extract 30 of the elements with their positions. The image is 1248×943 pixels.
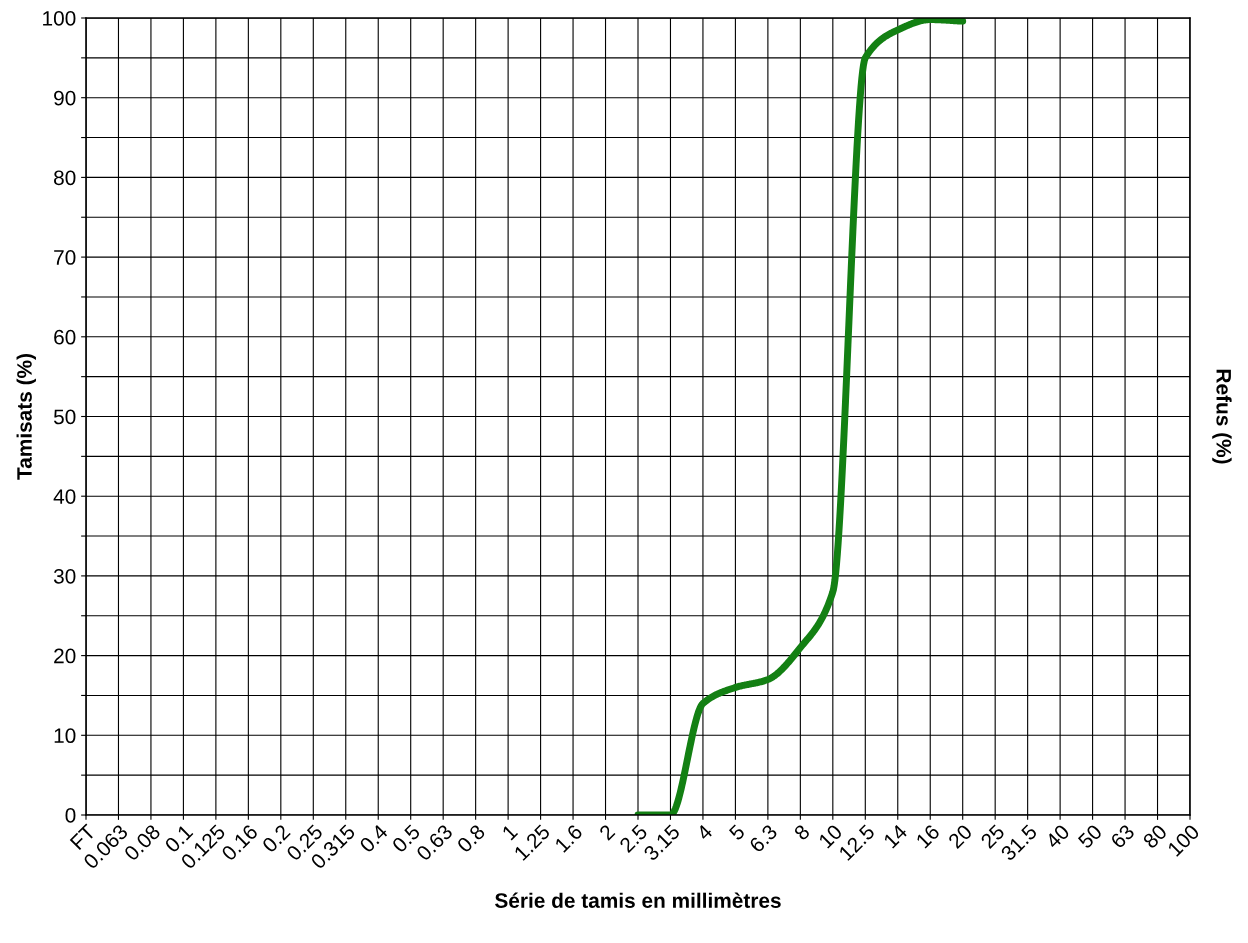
y-tick-label: 50 <box>53 409 76 425</box>
x-tick-label: 16 <box>915 823 941 849</box>
y-tick-label: 30 <box>53 568 76 584</box>
x-tick-label: 6.3 <box>748 823 779 854</box>
x-axis-title: Série de tamis en millimètres <box>495 892 781 908</box>
x-tick-label: 2 <box>598 823 616 841</box>
x-tick-label: 8 <box>793 823 811 842</box>
y-tick-label: 90 <box>54 90 76 106</box>
y-axis-title: Tamisats (%) <box>16 354 36 480</box>
x-tick-label: 40 <box>1044 823 1071 850</box>
x-tick-label: 1.6 <box>554 823 584 853</box>
x-tick-label: 4 <box>695 823 714 842</box>
y-tick-label: 40 <box>53 489 76 504</box>
x-tick-label: 0.8 <box>456 823 486 854</box>
y-tick-label: 60 <box>54 329 76 345</box>
y-tick-label: 70 <box>54 250 76 265</box>
x-tick-label: 50 <box>1077 823 1103 850</box>
y-tick-label: 20 <box>54 648 76 664</box>
x-tick-label: 14 <box>883 823 909 849</box>
y-tick-label: 10 <box>54 728 76 744</box>
x-tick-label: 0.4 <box>358 823 389 854</box>
x-tick-label: 63 <box>1109 823 1136 850</box>
y-tick-label: 100 <box>43 11 76 26</box>
y-tick-label: 0 <box>65 808 76 823</box>
x-tick-label: 80 <box>1142 823 1168 850</box>
x-tick-label: 100 <box>1166 823 1201 857</box>
y2-axis-title: Refus (%) <box>1212 369 1232 464</box>
x-tick-label: 20 <box>947 823 973 850</box>
x-tick-label: 5 <box>728 823 746 842</box>
y-tick-label: 80 <box>54 170 76 186</box>
